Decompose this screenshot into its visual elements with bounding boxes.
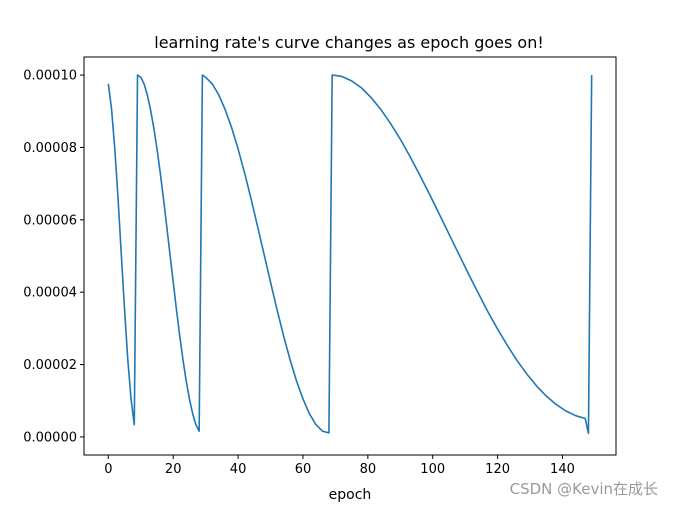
lr-series-line (107, 74, 593, 435)
x-tick-label: 120 (485, 462, 510, 477)
x-tick-label: 140 (550, 462, 575, 477)
chart-title: learning rate's curve changes as epoch g… (154, 33, 544, 52)
x-tick-label: 60 (295, 462, 312, 477)
plot-frame (83, 56, 617, 456)
y-tick-label: 0.00006 (23, 213, 77, 228)
series-group (107, 74, 593, 435)
x-axis-label: epoch (329, 487, 372, 503)
x-tick-label: 0 (104, 462, 112, 477)
x-tick-label: 40 (230, 462, 247, 477)
watermark: CSDN @Kevin在成长 (509, 480, 658, 498)
y-tick-label: 0.00004 (23, 286, 77, 301)
y-axis-ticks: 0.00000 0.00002 0.00004 0.00006 0.00008 0.000… (23, 69, 84, 445)
x-axis-ticks: 0 20 40 60 80 100 120 140 (104, 455, 575, 477)
x-tick-label: 100 (420, 462, 445, 477)
y-tick-label: 0.00010 (23, 69, 77, 84)
y-tick-label: 0.00000 (23, 430, 77, 445)
y-tick-label: 0.00008 (23, 141, 77, 156)
x-tick-label: 20 (165, 462, 182, 477)
x-tick-label: 80 (360, 462, 377, 477)
y-tick-label: 0.00002 (23, 358, 77, 373)
